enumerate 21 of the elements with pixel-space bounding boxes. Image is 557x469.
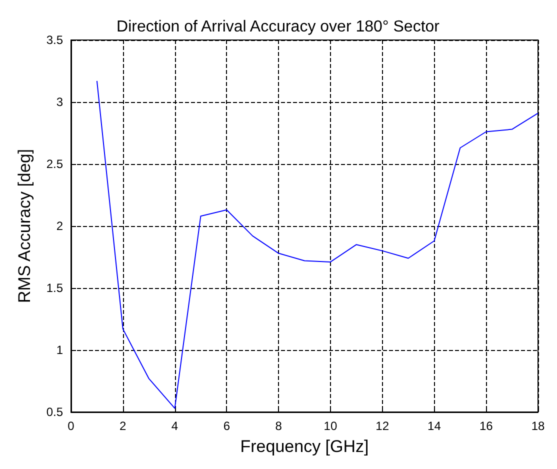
x-tick-label: 2 [120, 419, 127, 433]
x-tick-label: 6 [223, 419, 230, 433]
y-tick-label: 2.5 [46, 157, 64, 171]
x-tick-label: 8 [275, 419, 282, 433]
x-tick-label: 16 [479, 419, 494, 433]
y-axis-title: RMS Accuracy [deg] [15, 148, 34, 304]
y-tick-label: 2 [56, 219, 64, 233]
x-tick-label: 18 [531, 419, 545, 433]
chart-title: Direction of Arrival Accuracy over 180° Sector [116, 18, 440, 36]
x-tick-label: 4 [171, 419, 178, 433]
y-tick-label: 3 [56, 95, 64, 109]
line-series [96, 80, 538, 409]
x-axis-title: Frequency [GHz] [240, 437, 369, 456]
y-tick-label: 1 [56, 343, 64, 357]
x-tick-label: 0 [68, 419, 75, 433]
x-tick-label: 14 [428, 419, 442, 433]
y-tick-label: 0.5 [46, 405, 64, 419]
y-tick-label: 1.5 [46, 281, 64, 295]
x-tick-label: 12 [376, 419, 390, 433]
y-tick-label: 3.5 [46, 33, 64, 47]
x-tick-label: 10 [324, 419, 338, 433]
